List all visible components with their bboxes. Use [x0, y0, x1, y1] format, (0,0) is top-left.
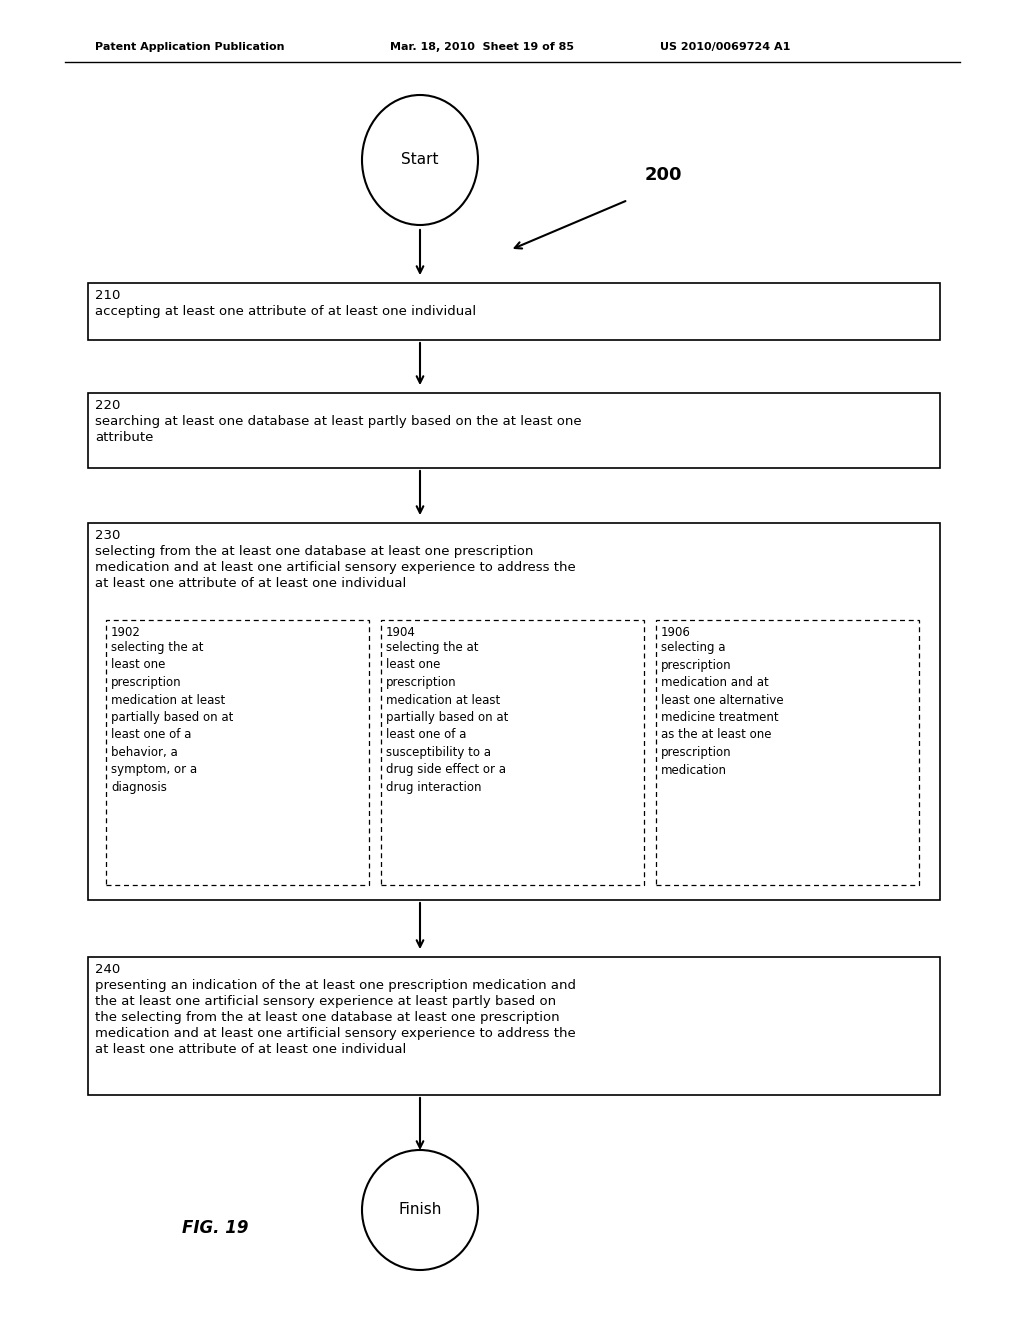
Text: 1904: 1904 [386, 626, 416, 639]
Text: attribute: attribute [95, 432, 154, 444]
Text: the selecting from the at least one database at least one prescription: the selecting from the at least one data… [95, 1011, 560, 1024]
Text: medication and at least one artificial sensory experience to address the: medication and at least one artificial s… [95, 1027, 575, 1040]
Text: Patent Application Publication: Patent Application Publication [95, 42, 285, 51]
Text: searching at least one database at least partly based on the at least one: searching at least one database at least… [95, 414, 582, 428]
Text: selecting the at
least one
prescription
medication at least
partially based on a: selecting the at least one prescription … [386, 642, 508, 795]
Text: Start: Start [401, 153, 438, 168]
Text: medication and at least one artificial sensory experience to address the: medication and at least one artificial s… [95, 561, 575, 574]
Text: 1906: 1906 [662, 626, 691, 639]
Text: Mar. 18, 2010  Sheet 19 of 85: Mar. 18, 2010 Sheet 19 of 85 [390, 42, 574, 51]
Text: 1902: 1902 [111, 626, 141, 639]
Text: 230: 230 [95, 529, 121, 543]
Text: 220: 220 [95, 399, 121, 412]
Text: 200: 200 [645, 166, 683, 183]
Text: 240: 240 [95, 964, 120, 975]
Text: selecting the at
least one
prescription
medication at least
partially based on a: selecting the at least one prescription … [111, 642, 233, 795]
Bar [88, 957, 940, 1096]
Text: selecting a
prescription
medication and at
least one alternative
medicine treatm: selecting a prescription medication and … [662, 642, 783, 776]
Bar [88, 393, 940, 469]
Text: Finish: Finish [398, 1203, 441, 1217]
Text: 210: 210 [95, 289, 121, 302]
Text: US 2010/0069724 A1: US 2010/0069724 A1 [660, 42, 791, 51]
Text: accepting at least one attribute of at least one individual: accepting at least one attribute of at l… [95, 305, 476, 318]
Bar [381, 620, 644, 884]
Bar [88, 282, 940, 341]
Bar [656, 620, 919, 884]
Text: selecting from the at least one database at least one prescription: selecting from the at least one database… [95, 545, 534, 558]
Bar [88, 523, 940, 900]
Text: the at least one artificial sensory experience at least partly based on: the at least one artificial sensory expe… [95, 995, 556, 1008]
Text: FIG. 19: FIG. 19 [181, 1218, 248, 1237]
Text: presenting an indication of the at least one prescription medication and: presenting an indication of the at least… [95, 979, 575, 993]
Text: at least one attribute of at least one individual: at least one attribute of at least one i… [95, 577, 407, 590]
Bar [106, 620, 369, 884]
Text: at least one attribute of at least one individual: at least one attribute of at least one i… [95, 1043, 407, 1056]
